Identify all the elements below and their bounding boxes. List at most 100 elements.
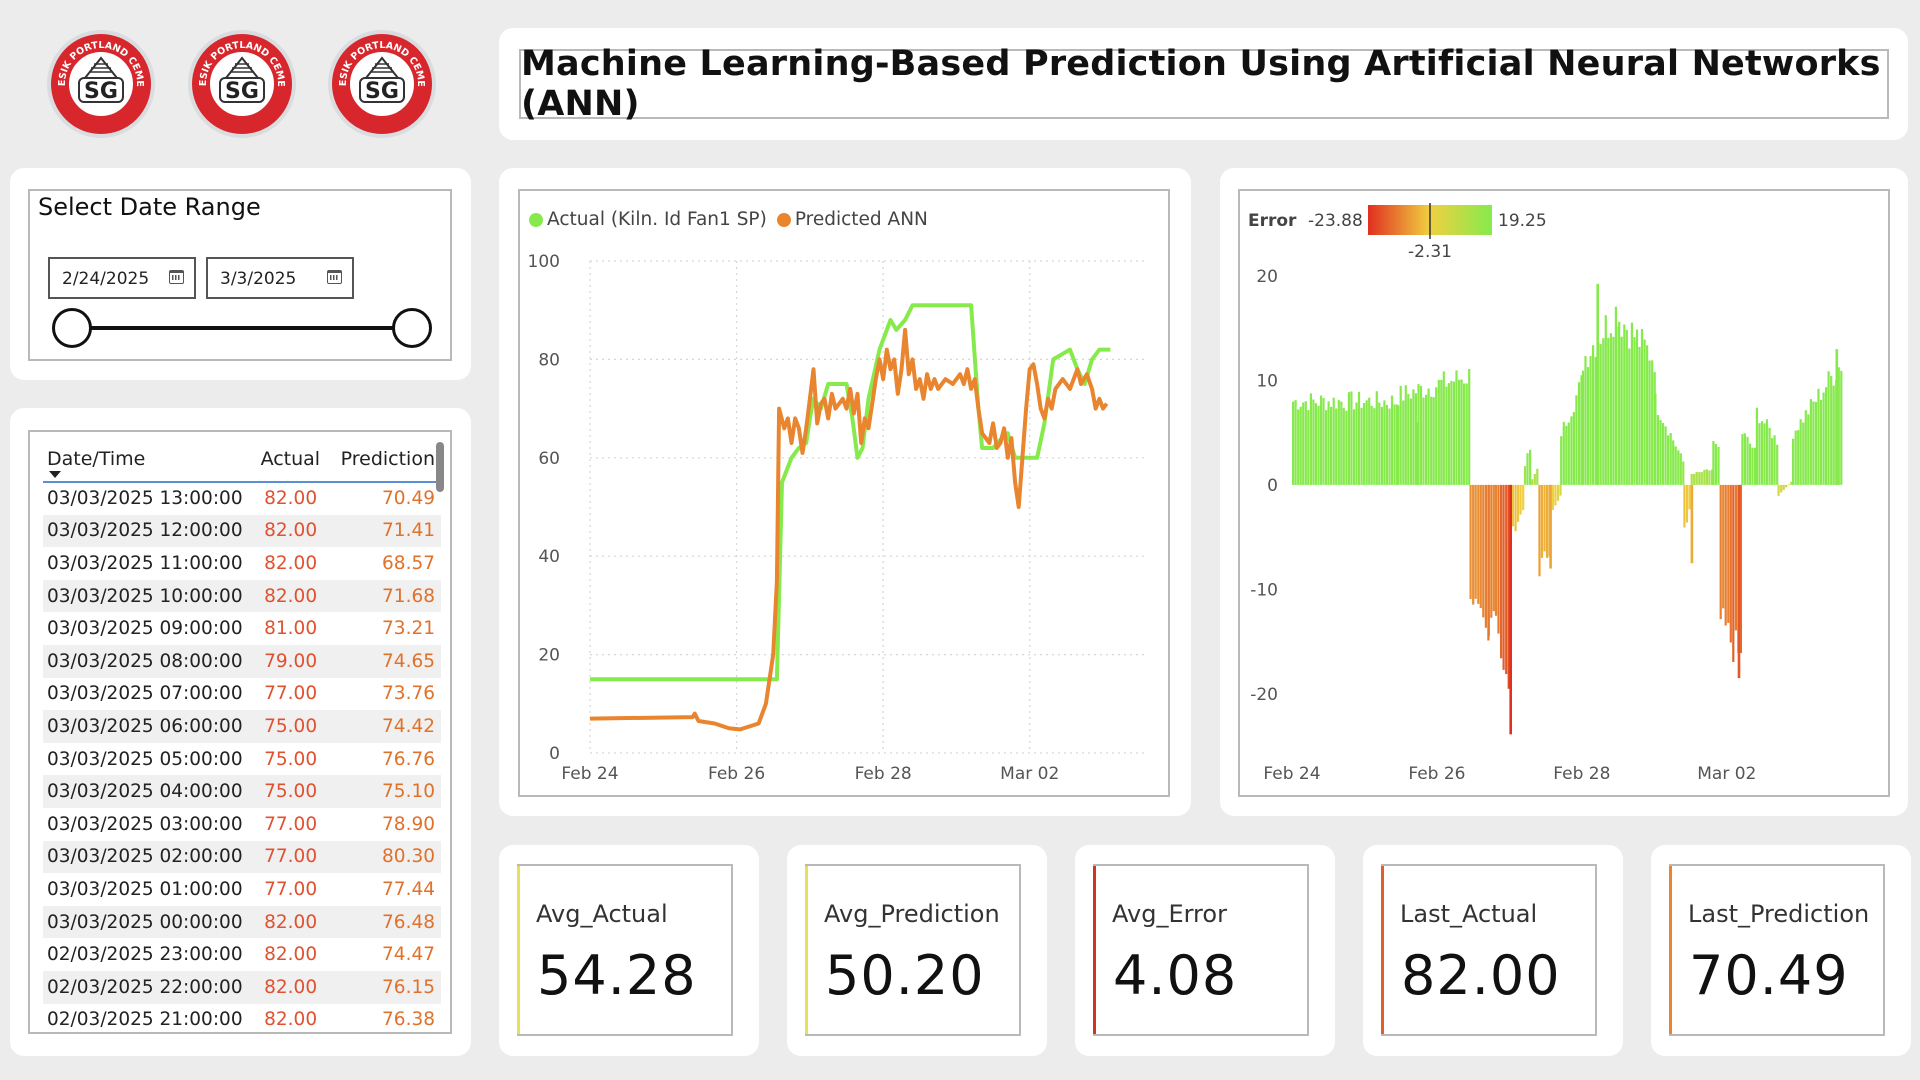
error-bar [1754, 447, 1757, 485]
error-bar [1519, 484, 1522, 515]
error-bar [1469, 484, 1472, 599]
legend-actual-label[interactable]: Actual (Kiln. Id Fan1 SP) [547, 209, 767, 230]
error-legend-max: 19.25 [1498, 211, 1547, 231]
table-row[interactable]: 03/03/2025 04:00:00 75.00 75.10 [43, 775, 441, 808]
error-bar [1646, 345, 1649, 485]
table-row[interactable]: 03/03/2025 12:00:00 82.00 71.41 [43, 514, 441, 548]
error-bar [1378, 402, 1381, 485]
cell-prediction: 76.76 [382, 748, 435, 770]
error-bar [1682, 461, 1685, 485]
x-tick-label: Feb 24 [561, 764, 618, 784]
table-header-row: Date/Time Actual Prediction [43, 436, 441, 483]
y-tick-label: -20 [1250, 685, 1278, 705]
error-bar [1458, 379, 1461, 485]
error-bar [1777, 484, 1780, 497]
table-scrollbar[interactable] [436, 442, 444, 492]
table-row[interactable]: 03/03/2025 08:00:00 79.00 74.65 [43, 644, 441, 678]
error-bar [1674, 446, 1677, 485]
error-bar [1357, 391, 1361, 485]
table-row[interactable]: 03/03/2025 03:00:00 77.00 78.90 [43, 808, 441, 841]
error-bar [1741, 434, 1744, 485]
error-bar [1345, 410, 1348, 485]
table-row[interactable]: 03/03/2025 13:00:00 82.00 70.49 [43, 482, 441, 515]
y-tick-label: 40 [538, 547, 560, 567]
cell-actual: 77.00 [264, 813, 318, 835]
error-bar [1533, 473, 1536, 485]
table-row[interactable]: 02/03/2025 21:00:00 82.00 76.38 [43, 1004, 441, 1033]
error-bar [1375, 391, 1378, 485]
calendar-icon[interactable] [169, 270, 184, 284]
table-row[interactable]: 03/03/2025 07:00:00 77.00 73.76 [43, 678, 441, 711]
y-tick-label: 60 [538, 449, 560, 469]
error-bar [1776, 444, 1779, 485]
error-bar [1422, 397, 1425, 485]
company-logo-2: GRESIK PORTLAND CEMENT INDONESIA SG [182, 20, 298, 140]
table-row[interactable]: 03/03/2025 06:00:00 75.00 74.42 [43, 710, 441, 743]
table-row[interactable]: 03/03/2025 11:00:00 82.00 68.57 [43, 547, 441, 580]
table-row[interactable]: 03/03/2025 01:00:00 77.00 77.44 [43, 873, 441, 906]
error-bar [1837, 367, 1840, 485]
error-bar [1337, 400, 1340, 485]
error-bar [1830, 376, 1833, 485]
end-date-input[interactable]: 3/3/2025 [206, 257, 354, 299]
error-bar [1409, 398, 1412, 485]
error-bar [1724, 484, 1727, 626]
line-chart-plot[interactable]: 0 20 40 60 80 100 Feb 24 Feb 26 Feb 28 Mar 02 [520, 191, 1172, 799]
error-bar [1797, 430, 1800, 485]
error-bar [1299, 406, 1302, 485]
error-bar [1556, 484, 1560, 501]
calendar-icon[interactable] [327, 270, 342, 284]
table-row[interactable]: 03/03/2025 10:00:00 82.00 71.68 [43, 579, 441, 613]
legend-predicted-label[interactable]: Predicted ANN [794, 209, 928, 230]
error-bar [1567, 422, 1570, 485]
cell-prediction: 78.90 [382, 813, 435, 835]
error-bar [1643, 339, 1646, 485]
date-range-start-handle[interactable] [52, 308, 92, 348]
date-range-slider-track[interactable] [72, 326, 412, 330]
date-range-end-handle[interactable] [392, 308, 432, 348]
cell-prediction: 74.42 [326, 710, 441, 743]
kpi-value: 70.49 [1689, 944, 1849, 1007]
error-bar [1551, 484, 1554, 510]
kpi-accent-bar [1093, 866, 1096, 1034]
table-row[interactable]: 03/03/2025 09:00:00 81.00 73.21 [43, 612, 441, 645]
error-bar [1312, 399, 1315, 485]
error-bar [1538, 484, 1541, 577]
error-bar [1325, 410, 1328, 485]
kpi-accent-bar [805, 866, 808, 1034]
error-bar [1614, 306, 1617, 485]
error-bar [1638, 347, 1641, 485]
error-bar [1667, 435, 1670, 485]
cell-datetime: 03/03/2025 11:00:00 [47, 552, 243, 574]
error-bar-chart[interactable]: -20 -10 0 10 20 Feb 24 Feb 26 Feb 28 Mar 02 Error… [1240, 191, 1892, 799]
error-bar [1360, 407, 1363, 485]
error-bar [1594, 356, 1597, 485]
cell-actual: 82.00 [264, 1009, 318, 1031]
table-row[interactable]: 03/03/2025 02:00:00 77.00 80.30 [43, 840, 441, 874]
error-bar [1463, 383, 1466, 485]
logo-mark: SG [84, 79, 118, 104]
error-bar [1390, 395, 1394, 485]
error-bar [1584, 356, 1587, 485]
cell-actual: 82.00 [248, 514, 327, 548]
error-bar [1794, 430, 1797, 485]
error-bar [1743, 433, 1746, 485]
error-bar [1599, 344, 1602, 485]
cell-actual: 82.00 [248, 579, 327, 613]
column-header-prediction[interactable]: Prediction [326, 436, 441, 483]
table-row[interactable]: 02/03/2025 23:00:00 82.00 74.47 [43, 938, 441, 971]
table-row[interactable]: 03/03/2025 05:00:00 75.00 76.76 [43, 743, 441, 776]
cell-datetime: 03/03/2025 13:00:00 [47, 488, 243, 510]
start-date-input[interactable]: 2/24/2025 [48, 257, 196, 299]
error-bar [1648, 360, 1651, 485]
kpi-label: Avg_Error [1112, 900, 1227, 928]
column-header-actual[interactable]: Actual [248, 436, 327, 483]
logo-mark: SG [365, 79, 399, 104]
table-row[interactable]: 03/03/2025 00:00:00 82.00 76.48 [43, 905, 441, 939]
column-header-datetime[interactable]: Date/Time [43, 436, 249, 483]
kpi-label: Last_Actual [1400, 900, 1538, 928]
error-bar [1760, 421, 1764, 485]
error-bar [1297, 409, 1300, 485]
error-legend-title: Error [1248, 211, 1297, 231]
table-row[interactable]: 02/03/2025 22:00:00 82.00 76.15 [43, 970, 441, 1004]
